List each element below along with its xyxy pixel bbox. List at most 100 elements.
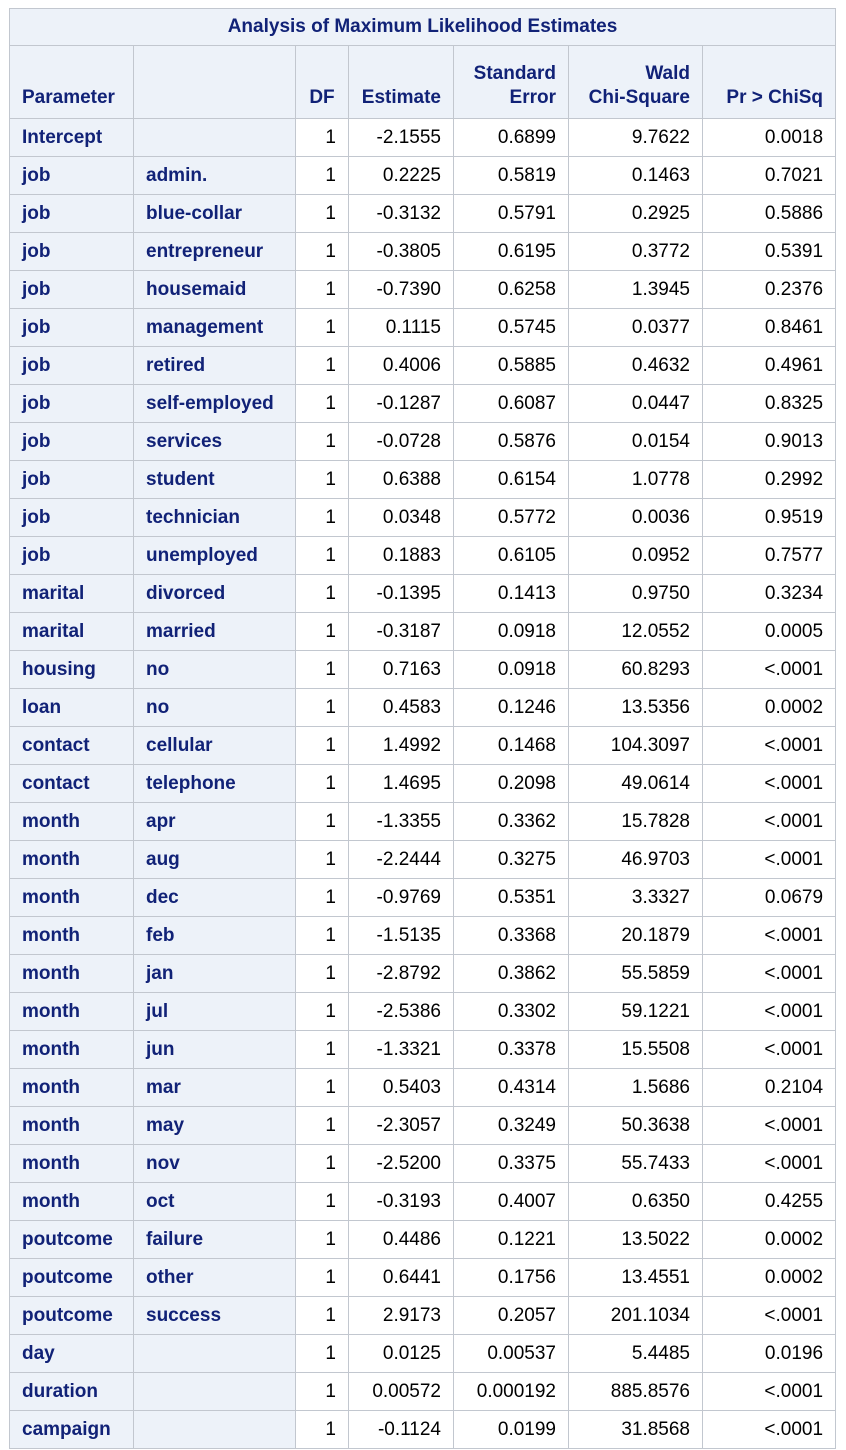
cell-parameter: job [9, 346, 134, 385]
cell-wald-chisq: 60.8293 [568, 650, 703, 689]
cell-wald-chisq: 50.3638 [568, 1106, 703, 1145]
cell-std-error: 0.3378 [453, 1030, 569, 1069]
cell-wald-chisq: 46.9703 [568, 840, 703, 879]
cell-wald-chisq: 0.0036 [568, 498, 703, 537]
cell-wald-chisq: 0.0447 [568, 384, 703, 423]
table-row: month mar 1 0.5403 0.4314 1.5686 0.2104 [9, 1068, 837, 1107]
cell-df: 1 [295, 270, 349, 309]
cell-estimate: 0.5403 [348, 1068, 454, 1107]
cell-pr-chisq: <.0001 [701, 1144, 837, 1183]
cell-level: retired [133, 346, 296, 385]
cell-level: jun [133, 1030, 296, 1069]
cell-estimate: 0.6388 [348, 460, 454, 499]
cell-pr-chisq: 0.8325 [701, 384, 837, 423]
cell-estimate: 1.4992 [348, 726, 454, 765]
cell-wald-chisq: 59.1221 [568, 992, 703, 1031]
cell-wald-chisq: 15.5508 [568, 1030, 703, 1069]
cell-std-error: 0.1756 [453, 1258, 569, 1297]
cell-estimate: -2.3057 [348, 1106, 454, 1145]
cell-estimate: 0.0125 [348, 1334, 454, 1373]
cell-wald-chisq: 31.8568 [568, 1410, 703, 1449]
cell-parameter: poutcome [9, 1220, 134, 1259]
header-std-error-line2: Error [509, 87, 556, 108]
cell-parameter: month [9, 802, 134, 841]
cell-estimate: -0.1124 [348, 1410, 454, 1449]
cell-df: 1 [295, 308, 349, 347]
cell-level: unemployed [133, 536, 296, 575]
cell-pr-chisq: <.0001 [701, 916, 837, 955]
cell-std-error: 0.0199 [453, 1410, 569, 1449]
cell-level: feb [133, 916, 296, 955]
cell-wald-chisq: 55.7433 [568, 1144, 703, 1183]
cell-estimate: -2.8792 [348, 954, 454, 993]
cell-level: housemaid [133, 270, 296, 309]
table-row: job retired 1 0.4006 0.5885 0.4632 0.4961 [9, 346, 837, 385]
cell-std-error: 0.6105 [453, 536, 569, 575]
table-row: poutcome success 1 2.9173 0.2057 201.1034 <.00… [9, 1296, 837, 1335]
cell-parameter: month [9, 840, 134, 879]
header-level [133, 45, 296, 119]
cell-parameter: marital [9, 574, 134, 613]
table-row: campaign 1 -0.1124 0.0199 31.8568 <.0001 [9, 1410, 837, 1449]
cell-parameter: month [9, 1182, 134, 1221]
cell-df: 1 [295, 916, 349, 955]
cell-pr-chisq: 0.2376 [701, 270, 837, 309]
table-row: month nov 1 -2.5200 0.3375 55.7433 <.0001 [9, 1144, 837, 1183]
cell-std-error: 0.2098 [453, 764, 569, 803]
table-row: housing no 1 0.7163 0.0918 60.8293 <.0001 [9, 650, 837, 689]
cell-level: divorced [133, 574, 296, 613]
cell-pr-chisq: 0.4961 [701, 346, 837, 385]
cell-estimate: -0.9769 [348, 878, 454, 917]
table-row: day 1 0.0125 0.00537 5.4485 0.0196 [9, 1334, 837, 1373]
cell-wald-chisq: 12.0552 [568, 612, 703, 651]
cell-pr-chisq: 0.0002 [701, 1258, 837, 1297]
cell-pr-chisq: <.0001 [701, 1296, 837, 1335]
header-estimate: Estimate [348, 45, 454, 119]
cell-wald-chisq: 5.4485 [568, 1334, 703, 1373]
cell-std-error: 0.1246 [453, 688, 569, 727]
cell-parameter: month [9, 992, 134, 1031]
cell-estimate: -0.3187 [348, 612, 454, 651]
cell-pr-chisq: <.0001 [701, 650, 837, 689]
cell-estimate: -1.5135 [348, 916, 454, 955]
cell-parameter: loan [9, 688, 134, 727]
cell-pr-chisq: 0.9013 [701, 422, 837, 461]
cell-parameter: job [9, 232, 134, 271]
cell-wald-chisq: 0.9750 [568, 574, 703, 613]
cell-df: 1 [295, 384, 349, 423]
cell-pr-chisq: 0.7021 [701, 156, 837, 195]
cell-estimate: 0.4486 [348, 1220, 454, 1259]
table-row: job management 1 0.1115 0.5745 0.0377 0.8461 [9, 308, 837, 347]
cell-level: student [133, 460, 296, 499]
cell-df: 1 [295, 802, 349, 841]
cell-wald-chisq: 201.1034 [568, 1296, 703, 1335]
cell-estimate: -0.1395 [348, 574, 454, 613]
cell-level: telephone [133, 764, 296, 803]
table-row: job technician 1 0.0348 0.5772 0.0036 0.9519 [9, 498, 837, 537]
cell-pr-chisq: <.0001 [701, 1030, 837, 1069]
cell-parameter: duration [9, 1372, 134, 1411]
cell-parameter: job [9, 384, 134, 423]
table-row: job services 1 -0.0728 0.5876 0.0154 0.9013 [9, 422, 837, 461]
table-row: job self-employed 1 -0.1287 0.6087 0.0447 0.83… [9, 384, 837, 423]
cell-pr-chisq: 0.0002 [701, 688, 837, 727]
table-row: poutcome failure 1 0.4486 0.1221 13.5022 0.000… [9, 1220, 837, 1259]
cell-parameter: poutcome [9, 1296, 134, 1335]
cell-wald-chisq: 0.3772 [568, 232, 703, 271]
cell-estimate: -0.7390 [348, 270, 454, 309]
cell-estimate: -0.3805 [348, 232, 454, 271]
cell-df: 1 [295, 1334, 349, 1373]
table-row: month may 1 -2.3057 0.3249 50.3638 <.0001 [9, 1106, 837, 1145]
cell-estimate: -0.0728 [348, 422, 454, 461]
header-wald: Wald Chi-Square [568, 45, 703, 119]
cell-parameter: job [9, 308, 134, 347]
cell-level: cellular [133, 726, 296, 765]
cell-level: nov [133, 1144, 296, 1183]
cell-level: entrepreneur [133, 232, 296, 271]
cell-std-error: 0.1221 [453, 1220, 569, 1259]
cell-std-error: 0.3362 [453, 802, 569, 841]
header-parameter: Parameter [9, 45, 134, 119]
cell-std-error: 0.3302 [453, 992, 569, 1031]
cell-wald-chisq: 104.3097 [568, 726, 703, 765]
